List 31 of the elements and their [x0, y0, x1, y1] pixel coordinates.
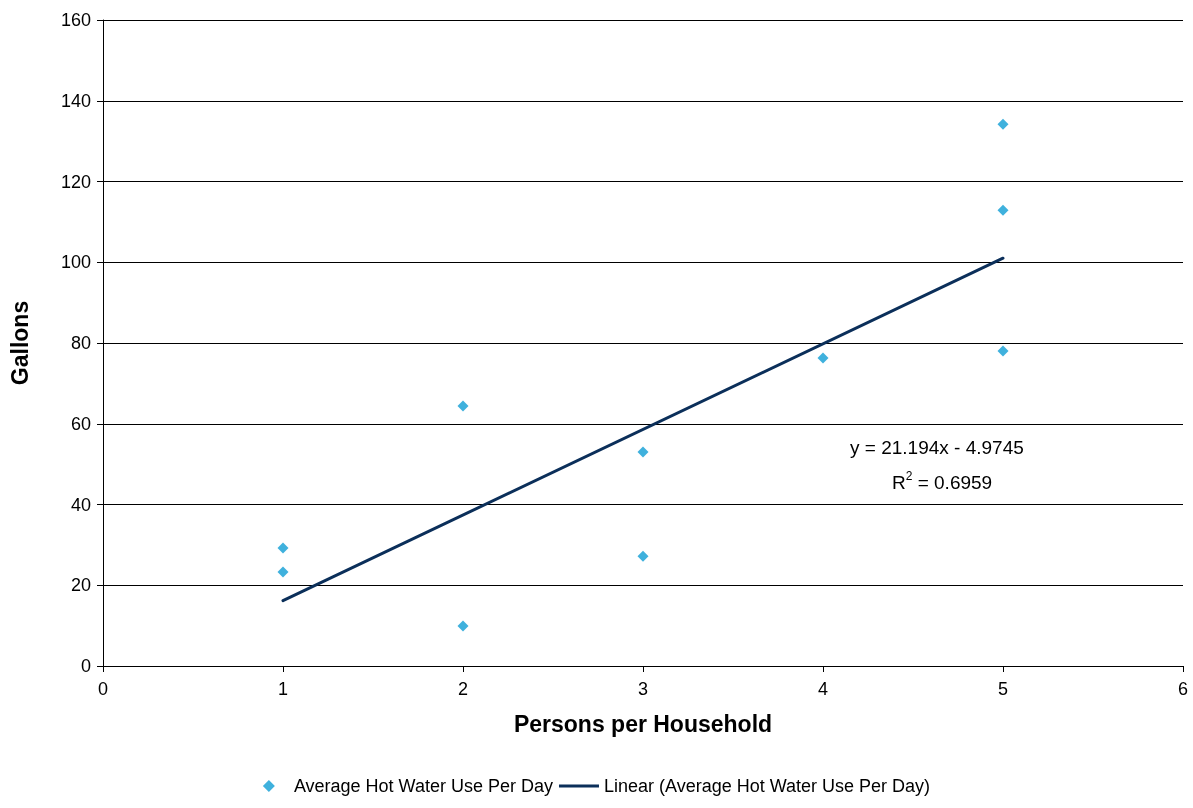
y-tick-label: 140 [60, 90, 91, 111]
y-tick-label: 120 [60, 171, 91, 192]
point [457, 400, 469, 412]
annotation: y = 21.194x - 4.9745 [850, 437, 1024, 458]
y-tick-label: 0 [80, 656, 91, 676]
y-tick-label: 80 [70, 333, 91, 353]
y-axis-title: Gallons [6, 300, 33, 386]
y-tick-label: 20 [70, 575, 91, 596]
y-tick-label: 60 [70, 413, 91, 434]
x-tick-label: 6 [1177, 679, 1189, 699]
point [277, 566, 289, 578]
point [637, 446, 649, 458]
point [637, 550, 649, 562]
point [997, 345, 1009, 357]
x-tick-label: 2 [457, 679, 469, 699]
point [997, 118, 1009, 130]
y-tick-label: 100 [60, 252, 91, 273]
y-tick-label: 160 [60, 10, 91, 30]
y-tick-label: 40 [70, 494, 91, 515]
x-tick-label: 5 [997, 679, 1009, 699]
x-tick-label: 4 [817, 679, 829, 699]
legend-label: Average Hot Water Use Per Day [293, 776, 553, 796]
point [457, 620, 469, 632]
point [277, 542, 289, 554]
point [997, 204, 1009, 216]
legend-label: Linear (Average Hot Water Use Per Day) [603, 776, 931, 796]
x-tick-label: 1 [277, 679, 289, 699]
x-tick-label: 0 [97, 679, 109, 699]
x-tick-label: 3 [637, 679, 649, 699]
point [817, 352, 829, 364]
x-axis-title: Persons per Household [513, 710, 773, 737]
